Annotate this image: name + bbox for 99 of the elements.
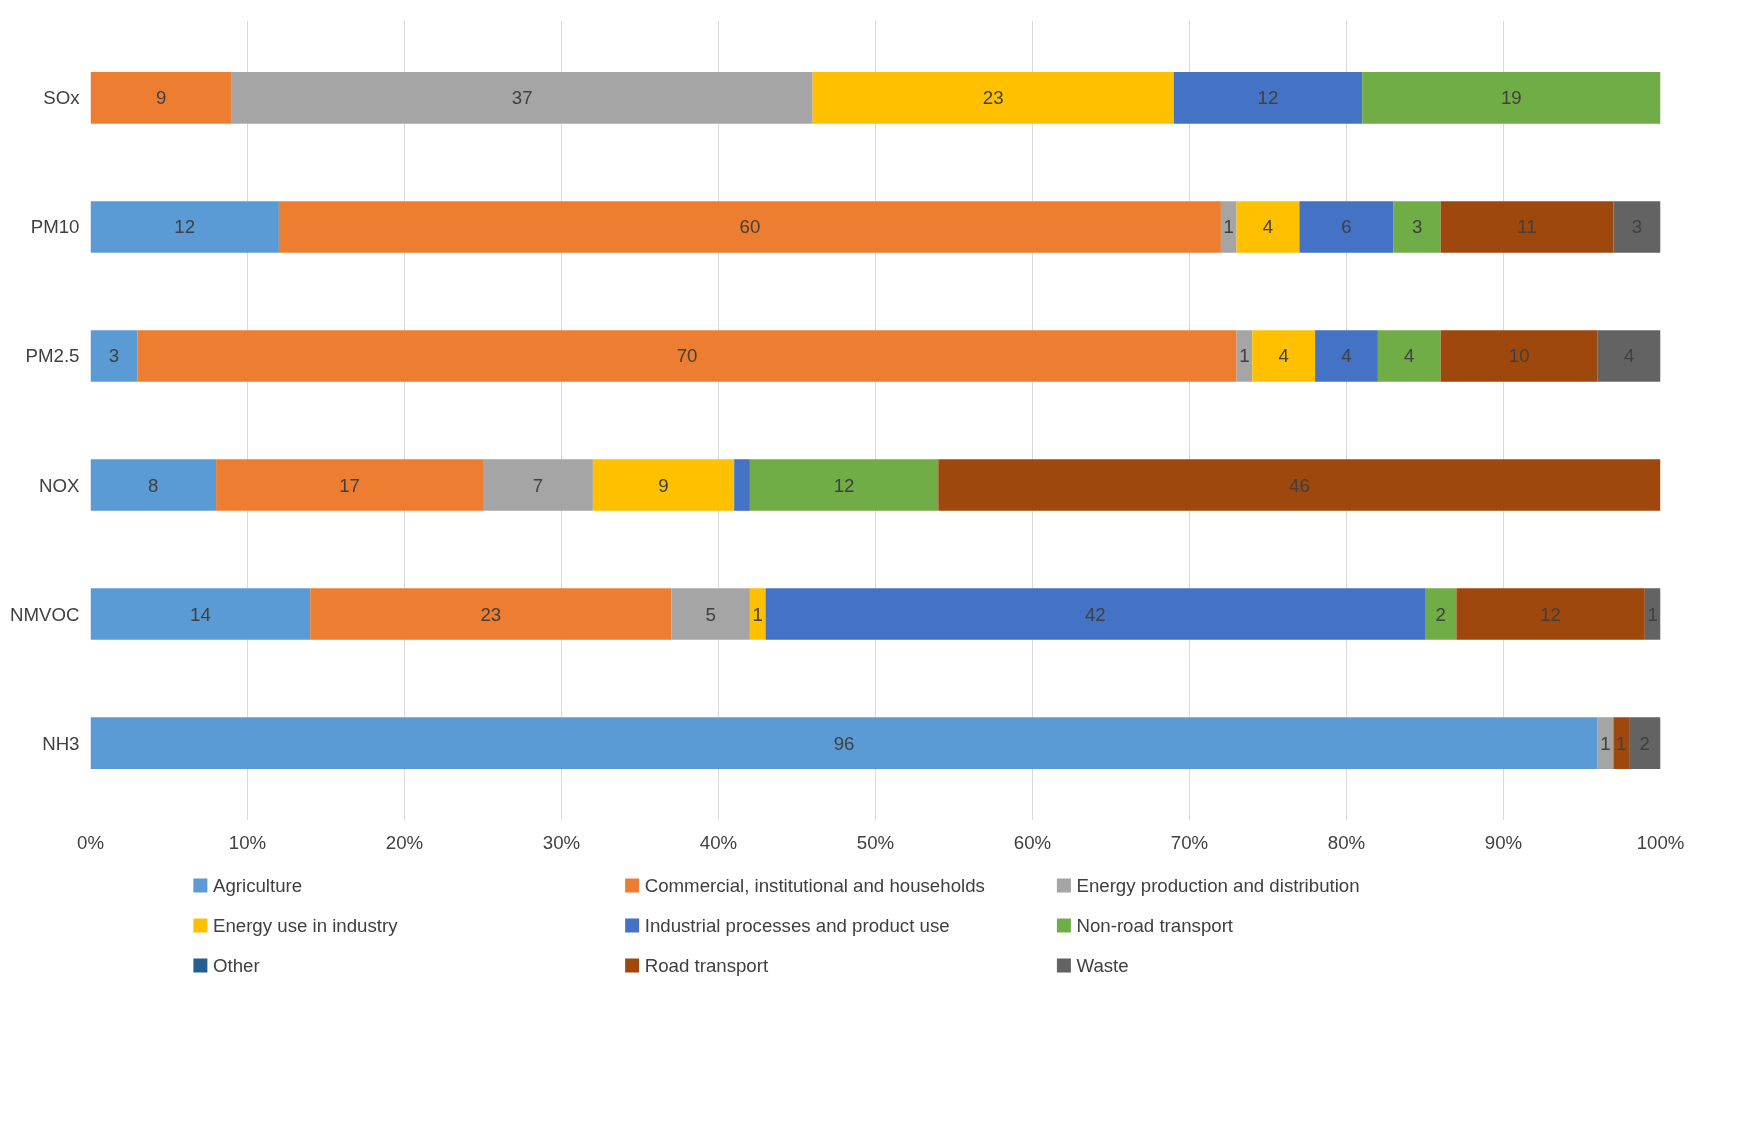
legend-label: Energy production and distribution <box>1076 875 1360 896</box>
data-label: 42 <box>1084 603 1106 625</box>
bar <box>1644 588 1661 640</box>
data-label: 2 <box>1435 603 1446 625</box>
x-tick-label: 60% <box>1013 831 1052 853</box>
data-label: 12 <box>1540 603 1561 625</box>
legend-label: Other <box>212 955 260 976</box>
data-label: 1 <box>1223 216 1234 238</box>
legend-label: Non-road transport <box>1076 915 1234 936</box>
bar <box>1440 330 1598 382</box>
data-label: 3 <box>108 345 120 367</box>
legend-label: Road transport <box>644 955 769 976</box>
bar <box>1597 330 1661 382</box>
x-tick-label: 50% <box>856 831 895 853</box>
data-label: 46 <box>1289 474 1310 496</box>
x-tick-label: 20% <box>385 831 424 853</box>
bar <box>90 588 311 640</box>
bar <box>1362 72 1661 124</box>
bar <box>1613 717 1630 769</box>
bar <box>671 588 750 640</box>
x-tick-label: 10% <box>228 831 267 853</box>
bar <box>1629 717 1661 769</box>
bar <box>1440 201 1614 253</box>
bar <box>90 717 1598 769</box>
data-label: 23 <box>982 87 1004 109</box>
y-tick-label: NMVOC <box>10 603 80 625</box>
y-tick-label: PM10 <box>30 216 80 238</box>
data-label: 4 <box>1278 345 1289 367</box>
bar <box>1315 330 1378 382</box>
bar <box>1393 201 1441 253</box>
data-label: 4 <box>1404 345 1415 367</box>
bar <box>216 459 483 511</box>
bar <box>592 459 735 511</box>
bar <box>90 72 232 124</box>
x-tick-label: 30% <box>542 831 581 853</box>
data-label: 14 <box>190 603 211 625</box>
x-tick-label: 100% <box>1636 831 1685 853</box>
data-label: 1 <box>752 603 763 625</box>
bar <box>90 459 217 511</box>
legend-label: Commercial, institutional and households <box>644 875 985 896</box>
y-tick-label: PM2.5 <box>25 345 80 367</box>
bar <box>278 201 1221 253</box>
data-label: 3 <box>1411 216 1423 238</box>
legend-label: Waste <box>1076 955 1129 976</box>
data-label: 12 <box>1257 87 1279 109</box>
bar <box>1299 201 1394 253</box>
data-label: 17 <box>339 474 360 496</box>
data-label: 37 <box>511 87 533 109</box>
bar <box>749 588 766 640</box>
y-tick-label: NOX <box>39 474 81 496</box>
data-label: 9 <box>658 474 669 496</box>
data-label: 7 <box>532 474 544 496</box>
legend-label: Energy use in industry <box>212 915 399 936</box>
bar <box>1425 588 1457 640</box>
data-label: 60 <box>739 216 761 238</box>
bar <box>1377 330 1441 382</box>
bar <box>749 459 939 511</box>
data-label: 9 <box>155 87 167 109</box>
bar <box>137 330 1237 382</box>
x-tick-label: 90% <box>1484 831 1523 853</box>
x-tick-label: 40% <box>699 831 738 853</box>
bar <box>812 72 1174 124</box>
bar <box>734 459 750 511</box>
bar <box>1613 201 1661 253</box>
bar <box>1236 201 1300 253</box>
legend-label: Industrial processes and product use <box>644 915 950 936</box>
data-label: 1 <box>1600 732 1611 754</box>
data-label: 1 <box>1239 345 1250 367</box>
data-label: 4 <box>1341 345 1352 367</box>
x-tick-label: 0% <box>77 831 104 853</box>
data-label: 4 <box>1262 216 1274 238</box>
data-label: 70 <box>676 345 698 367</box>
bar <box>483 459 593 511</box>
data-label: 11 <box>1517 216 1537 238</box>
data-label: 10 <box>1508 345 1530 367</box>
data-label: 1 <box>1616 732 1627 754</box>
x-tick-label: 70% <box>1170 831 1209 853</box>
y-tick-label: SOx <box>43 87 81 109</box>
legend-label: Agriculture <box>212 875 303 896</box>
bar <box>1456 588 1645 640</box>
data-label: 19 <box>1500 87 1522 109</box>
bar <box>90 330 138 382</box>
bar <box>765 588 1425 640</box>
data-label: 5 <box>705 603 716 625</box>
bar <box>1252 330 1316 382</box>
data-label: 23 <box>480 603 502 625</box>
y-tick-label: NH3 <box>42 732 80 754</box>
bar <box>231 72 813 124</box>
data-label: 96 <box>833 732 855 754</box>
bar <box>90 201 279 253</box>
data-label: 12 <box>174 216 196 238</box>
x-tick-label: 80% <box>1327 831 1366 853</box>
bar <box>1220 201 1237 253</box>
bar <box>310 588 672 640</box>
data-label: 8 <box>148 474 159 496</box>
data-label: 6 <box>1341 216 1352 238</box>
data-label: 12 <box>833 474 855 496</box>
bar <box>938 459 1661 511</box>
bar <box>1173 72 1363 124</box>
